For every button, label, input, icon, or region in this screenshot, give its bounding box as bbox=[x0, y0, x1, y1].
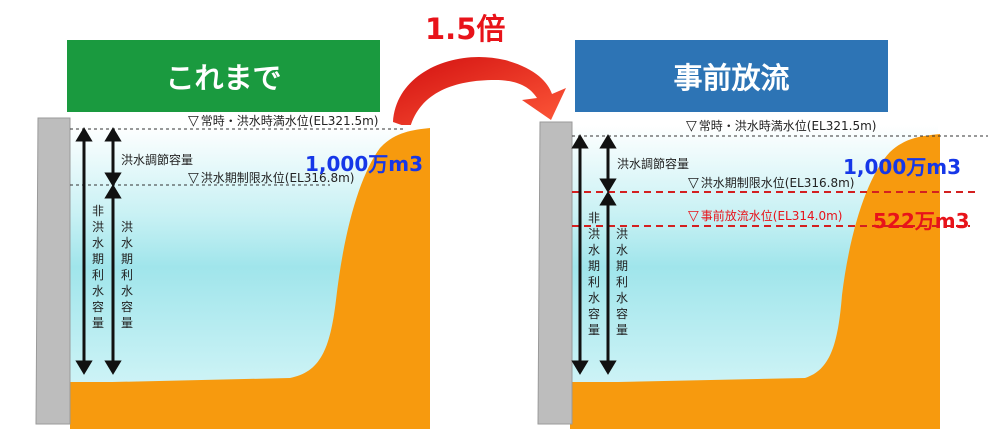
ground bbox=[570, 134, 940, 429]
triangle-marker-icon: ▽ bbox=[688, 208, 699, 224]
flood-season-capacity-label: 洪水期利水容量 bbox=[615, 227, 628, 337]
header-before: これまで bbox=[67, 40, 380, 112]
panel-pre-release: 事前放流 ▽ 常時・洪水時満水位(EL321.5m) 洪水調節容量 ▽ 洪水期制限水… bbox=[500, 0, 988, 429]
limit-level-text: 洪水期制限水位(EL316.8m) bbox=[200, 171, 355, 185]
header-pre-release: 事前放流 bbox=[575, 40, 888, 112]
pre-release-volume-label: 522万m3 bbox=[873, 209, 970, 233]
flood-control-capacity-label: 洪水調節容量 bbox=[617, 157, 690, 171]
ground-floor bbox=[570, 382, 940, 429]
triangle-marker-icon: ▽ bbox=[686, 118, 697, 134]
full-level-label: ▽ 常時・洪水時満水位(EL321.5m) bbox=[686, 117, 876, 134]
triangle-marker-icon: ▽ bbox=[188, 113, 199, 129]
ground-floor bbox=[70, 382, 430, 429]
triangle-marker-icon: ▽ bbox=[688, 175, 699, 191]
dam bbox=[35, 117, 71, 425]
full-level-text: 常時・洪水時満水位(EL321.5m) bbox=[698, 119, 877, 133]
flood-volume-label: 1,000万m3 bbox=[843, 155, 962, 179]
dam bbox=[537, 121, 573, 425]
flood-season-capacity-label: 洪水期利水容量 bbox=[120, 220, 133, 330]
capacity-arrows bbox=[75, 127, 122, 375]
full-level-text: 常時・洪水時満水位(EL321.5m) bbox=[200, 114, 379, 128]
curved-arrow-icon bbox=[393, 56, 566, 128]
limit-level-text: 洪水期制限水位(EL316.8m) bbox=[700, 176, 855, 190]
non-flood-capacity-label: 非洪水期利水容量 bbox=[91, 204, 104, 330]
non-flood-capacity-label: 非洪水期利水容量 bbox=[587, 211, 600, 337]
pre-release-level-label: ▽ 事前放流水位(EL314.0m) bbox=[688, 207, 842, 224]
capacity-arrows bbox=[571, 134, 617, 375]
ground bbox=[70, 128, 430, 429]
reservoir-diagram bbox=[35, 117, 430, 429]
limit-level-label: ▽ 洪水期制限水位(EL316.8m) bbox=[688, 174, 854, 191]
pre-release-level-text: 事前放流水位(EL314.0m) bbox=[700, 209, 843, 223]
ratio-label: 1.5倍 bbox=[425, 12, 506, 46]
flood-volume-label: 1,000万m3 bbox=[305, 152, 424, 176]
panel-before: これまで ▽ 常時・洪水時満水位(EL321.5m) 洪水調節容量 ▽ 洪水期制限水… bbox=[0, 0, 450, 429]
reservoir-diagram bbox=[537, 121, 988, 429]
limit-level-label: ▽ 洪水期制限水位(EL316.8m) bbox=[188, 169, 354, 186]
flood-control-capacity-label: 洪水調節容量 bbox=[121, 153, 194, 167]
full-level-label: ▽ 常時・洪水時満水位(EL321.5m) bbox=[188, 112, 378, 129]
triangle-marker-icon: ▽ bbox=[188, 170, 199, 186]
